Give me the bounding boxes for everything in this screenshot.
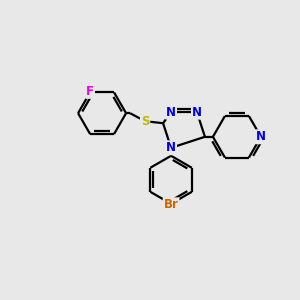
Text: N: N: [192, 106, 202, 119]
Text: N: N: [256, 130, 266, 143]
Text: N: N: [166, 106, 176, 119]
Text: N: N: [166, 141, 176, 154]
Text: Br: Br: [164, 198, 178, 211]
Text: S: S: [141, 115, 149, 128]
Text: F: F: [86, 85, 94, 98]
